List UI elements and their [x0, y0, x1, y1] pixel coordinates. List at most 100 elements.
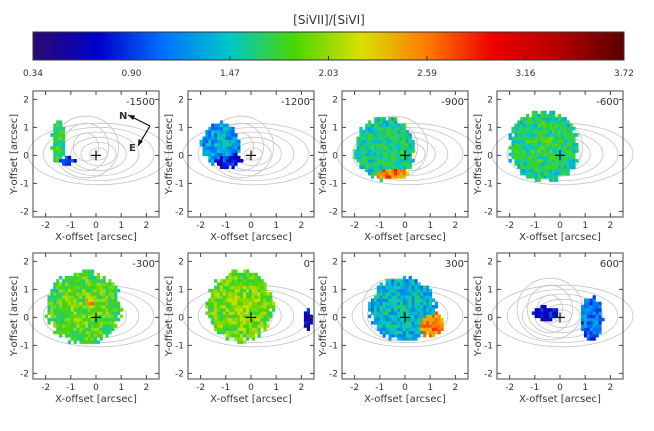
heatmap-cell — [417, 295, 421, 299]
heatmap-cell — [554, 130, 559, 134]
heatmap-cells — [368, 275, 444, 341]
heatmap-cell — [379, 292, 383, 296]
heatmap-cell — [228, 321, 232, 325]
heatmap-cell — [222, 130, 226, 134]
heatmap-cell — [428, 304, 433, 309]
heatmap-cell — [598, 330, 602, 335]
heatmap-cell — [405, 155, 409, 160]
heatmap-cell — [79, 321, 83, 325]
heatmap-cell — [111, 295, 115, 299]
heatmap-cell — [523, 139, 527, 144]
x-axis-label: X-offset [arcsec] — [364, 394, 446, 405]
heatmap-cell — [257, 308, 261, 312]
heatmap-cell — [359, 146, 363, 150]
heatmap-cell — [228, 298, 232, 303]
heatmap-cell — [563, 155, 567, 160]
heatmap-cell — [391, 159, 395, 163]
heatmap-cell — [537, 178, 541, 182]
heatmap-cell — [254, 285, 258, 290]
contour-inner-1 — [72, 132, 99, 162]
heatmap-cell — [359, 155, 363, 160]
heatmap-cell — [90, 314, 95, 319]
colorbar-tick-label: 0.34 — [23, 69, 43, 79]
heatmap-cell — [214, 314, 218, 319]
heatmap-cell — [373, 314, 378, 319]
heatmap-cell — [583, 301, 588, 306]
heatmap-cell — [79, 317, 83, 322]
heatmap-cell — [534, 178, 538, 182]
heatmap-cell — [376, 117, 380, 121]
heatmap-cell — [88, 295, 92, 299]
heatmap-cell — [61, 314, 66, 319]
heatmap-cell — [543, 162, 547, 166]
heatmap-cell — [397, 175, 401, 179]
heatmap-cell — [402, 123, 407, 128]
heatmap-cell — [70, 308, 74, 312]
heatmap-cell — [228, 275, 232, 280]
heatmap-cell — [365, 130, 369, 134]
heatmap-cell — [546, 120, 550, 124]
heatmap-cell — [411, 149, 415, 153]
heatmap-cell — [540, 311, 544, 315]
heatmap-cell — [257, 285, 261, 290]
heatmap-cell — [251, 304, 255, 309]
heatmap-cell — [376, 298, 380, 303]
heatmap-cell — [368, 162, 372, 166]
heatmap-cell — [368, 120, 372, 124]
heatmap-cell — [248, 324, 253, 328]
heatmap-cell — [520, 142, 524, 147]
heatmap-cell — [216, 146, 221, 150]
heatmap-cell — [64, 333, 69, 338]
heatmap-cell — [59, 333, 63, 338]
heatmap-cell — [93, 279, 98, 283]
heatmap-cell — [540, 152, 544, 157]
heatmap-cell — [211, 288, 215, 293]
heatmap-cell — [108, 311, 112, 315]
heatmap-cell — [216, 139, 221, 144]
heatmap-cell — [531, 165, 535, 169]
heatmap-cell — [540, 113, 544, 118]
y-tick-label: 1 — [332, 285, 338, 295]
heatmap-cell — [534, 139, 538, 144]
heatmap-cell — [211, 139, 215, 144]
heatmap-cell — [399, 301, 404, 306]
heatmap-cell — [528, 126, 533, 131]
heatmap-cell — [537, 149, 541, 153]
heatmap-cell — [73, 275, 77, 280]
heatmap-cell — [211, 130, 215, 134]
heatmap-cell — [537, 171, 541, 176]
heatmap-cell — [394, 292, 398, 296]
heatmap-cell — [397, 168, 401, 173]
heatmap-cell — [102, 292, 106, 296]
heatmap-cell — [53, 330, 57, 335]
heatmap-cell — [263, 292, 267, 296]
heatmap-cell — [405, 279, 409, 283]
heatmap-cell — [108, 327, 112, 331]
heatmap-cell — [385, 292, 389, 296]
heatmap-cell — [525, 152, 530, 157]
heatmap-cell — [219, 165, 224, 169]
heatmap-cell — [59, 120, 63, 124]
heatmap-cell — [76, 324, 80, 328]
heatmap-cell — [208, 298, 212, 303]
heatmap-cell — [50, 314, 54, 319]
heatmap-cell — [376, 123, 380, 128]
heatmap-cell — [563, 117, 567, 121]
heatmap-cell — [309, 314, 313, 319]
heatmap-cell — [208, 133, 212, 137]
heatmap-cell — [96, 330, 100, 335]
heatmap-cell — [528, 130, 533, 134]
heatmap-cell — [511, 146, 515, 150]
heatmap-cell — [598, 308, 602, 312]
heatmap-cell — [552, 110, 556, 115]
heatmap-cell — [391, 333, 395, 338]
heatmap-cell — [379, 308, 383, 312]
heatmap-cell — [546, 159, 550, 163]
heatmap-cell — [554, 175, 559, 179]
heatmap-cell — [225, 123, 229, 128]
heatmap-cell — [90, 311, 95, 315]
heatmap-cell — [237, 311, 241, 315]
y-tick-label: -1 — [20, 341, 29, 351]
heatmap-cell — [546, 155, 550, 160]
heatmap-cell — [373, 130, 378, 134]
